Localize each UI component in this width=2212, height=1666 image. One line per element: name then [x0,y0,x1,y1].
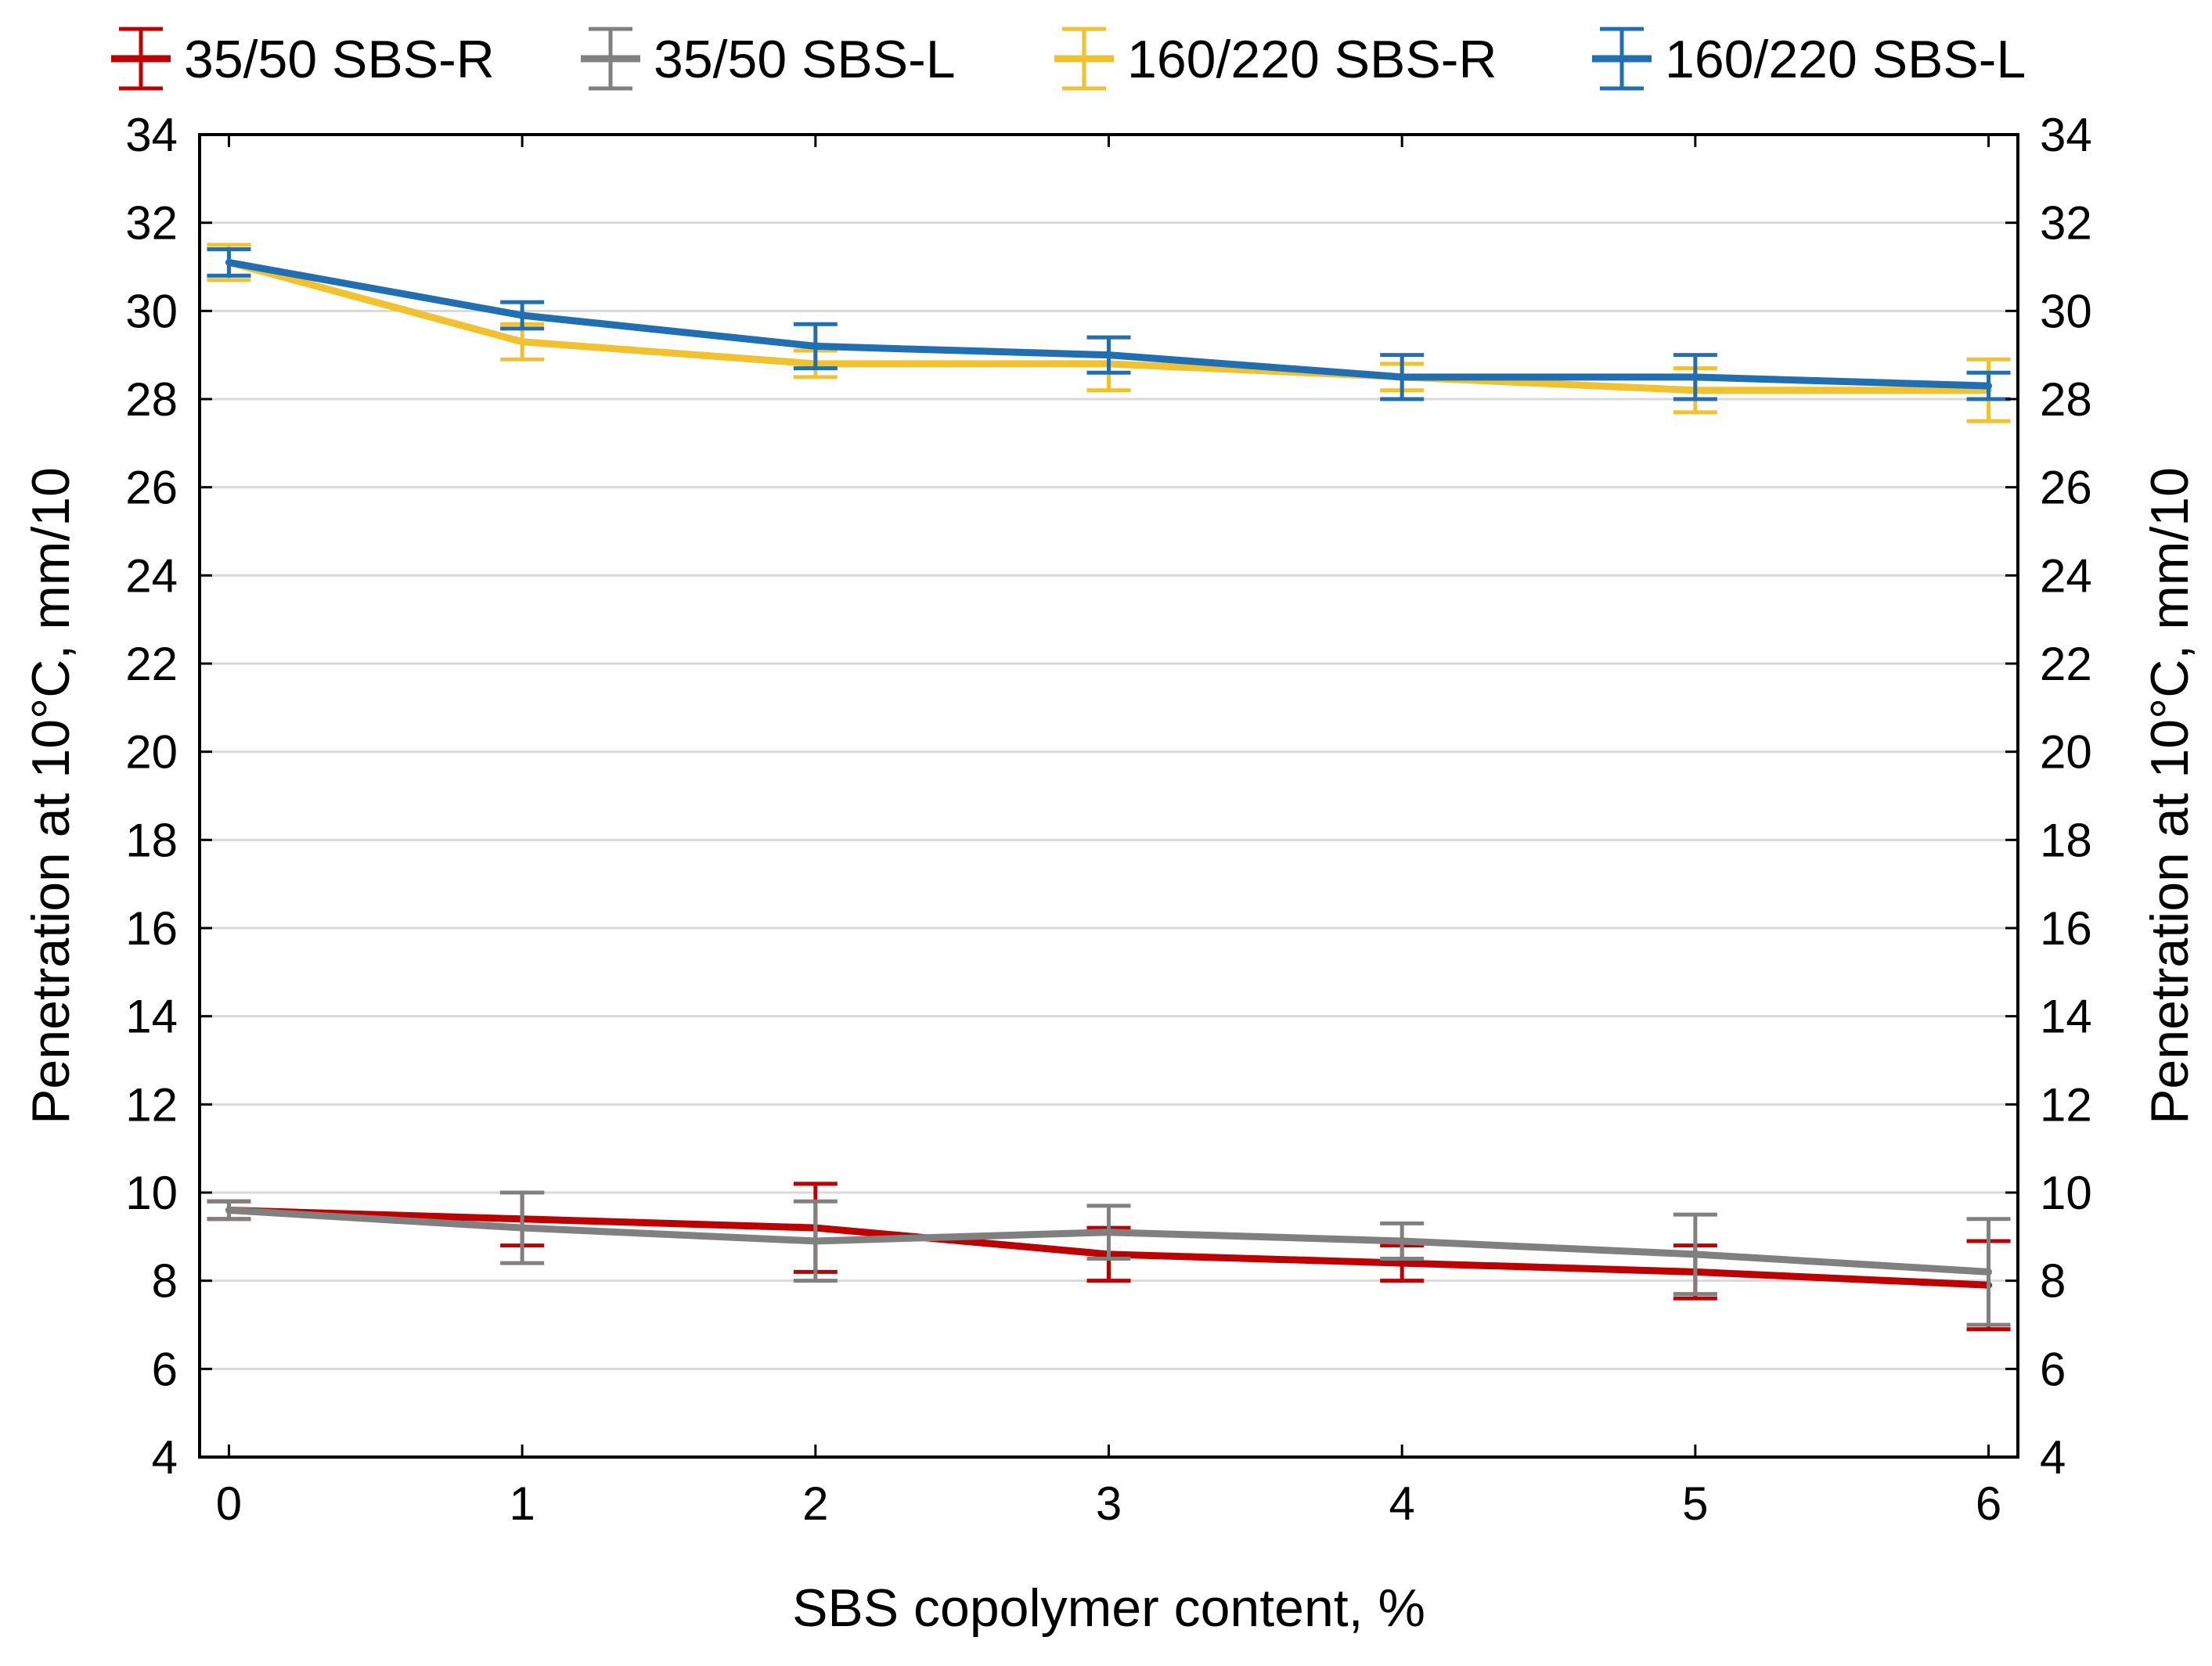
data-point [520,312,525,318]
y-tick-label-left: 18 [125,814,178,866]
legend-label: 35/50 SBS-R [184,30,495,89]
legend-label: 160/220 SBS-L [1665,30,2026,89]
y-axis-title-right: Penetration at 10°C, mm/10 [2140,467,2199,1124]
y-tick-label-left: 8 [152,1255,178,1308]
data-point [226,260,232,265]
legend-item-0: 35/50 SBS-R [111,27,495,91]
y-tick-label-left: 14 [125,991,178,1043]
data-point [1986,383,1991,389]
y-tick-label-right: 6 [2040,1343,2066,1395]
y-tick-label-right: 4 [2040,1431,2066,1484]
y-tick-label-left: 30 [125,285,178,337]
y-tick-label-right: 10 [2040,1167,2092,1219]
y-tick-label-left: 10 [125,1167,178,1219]
x-tick-label: 1 [509,1477,535,1530]
y-tick-label-right: 12 [2040,1078,2092,1131]
x-axis-title: SBS copolymer content, % [792,1578,1425,1638]
data-point [1986,1269,1991,1275]
y-tick-label-left: 34 [125,109,178,161]
y-tick-label-right: 28 [2040,373,2092,426]
data-point [1400,374,1405,380]
data-point [812,1238,818,1243]
legend-item-3: 160/220 SBS-L [1592,27,2026,91]
data-point [226,1207,232,1213]
series-3 [207,246,2011,401]
y-tick-label-right: 32 [2040,197,2092,250]
y-tick-label-left: 22 [125,638,178,690]
y-tick-label-right: 30 [2040,285,2092,337]
data-point [1400,1261,1405,1266]
y-tick-label-right: 18 [2040,814,2092,866]
legend-item-2: 160/220 SBS-R [1054,27,1497,91]
legend-item-1: 35/50 SBS-L [581,27,956,91]
legend-label: 35/50 SBS-L [654,30,956,89]
x-tick-label: 4 [1389,1477,1414,1530]
data-point [812,344,818,349]
x-tick-label: 2 [802,1477,828,1530]
legend: 35/50 SBS-R 35/50 SBS-L 160/220 SBS-R 160/2… [111,27,2026,91]
x-tick-label: 3 [1096,1477,1122,1530]
y-tick-label-right: 8 [2040,1255,2066,1308]
y-tick-label-right: 34 [2040,109,2092,161]
y-tick-label-left: 28 [125,373,178,426]
y-tick-label-right: 24 [2040,549,2092,602]
y-tick-label-right: 14 [2040,991,2092,1043]
y-tick-label-right: 22 [2040,638,2092,690]
data-point [1692,374,1698,380]
y-tick-label-left: 6 [152,1343,178,1395]
y-tick-label-right: 16 [2040,902,2092,955]
y-tick-label-left: 4 [152,1431,178,1484]
y-tick-label-left: 26 [125,462,178,514]
y-tick-label-right: 20 [2040,726,2092,779]
legend-label: 160/220 SBS-R [1127,30,1497,89]
y-tick-label-left: 12 [125,1078,178,1131]
data-point [1400,1238,1405,1243]
y-tick-label-left: 16 [125,902,178,955]
y-tick-label-left: 20 [125,726,178,779]
data-point [1692,1251,1698,1257]
data-point [1106,1229,1111,1235]
series-1 [207,1190,2011,1327]
x-tick-label: 5 [1682,1477,1708,1530]
y-tick-label-right: 26 [2040,462,2092,514]
data-point [520,1225,525,1231]
data-point [520,339,525,344]
series-layer [207,243,2011,1332]
x-tick-label: 6 [1976,1477,2001,1530]
y-tick-label-left: 24 [125,549,178,602]
y-axis-title-left: Penetration at 10°C, mm/10 [21,467,81,1124]
y-tick-label-left: 32 [125,197,178,250]
x-tick-label: 0 [216,1477,242,1530]
data-point [1106,352,1111,358]
